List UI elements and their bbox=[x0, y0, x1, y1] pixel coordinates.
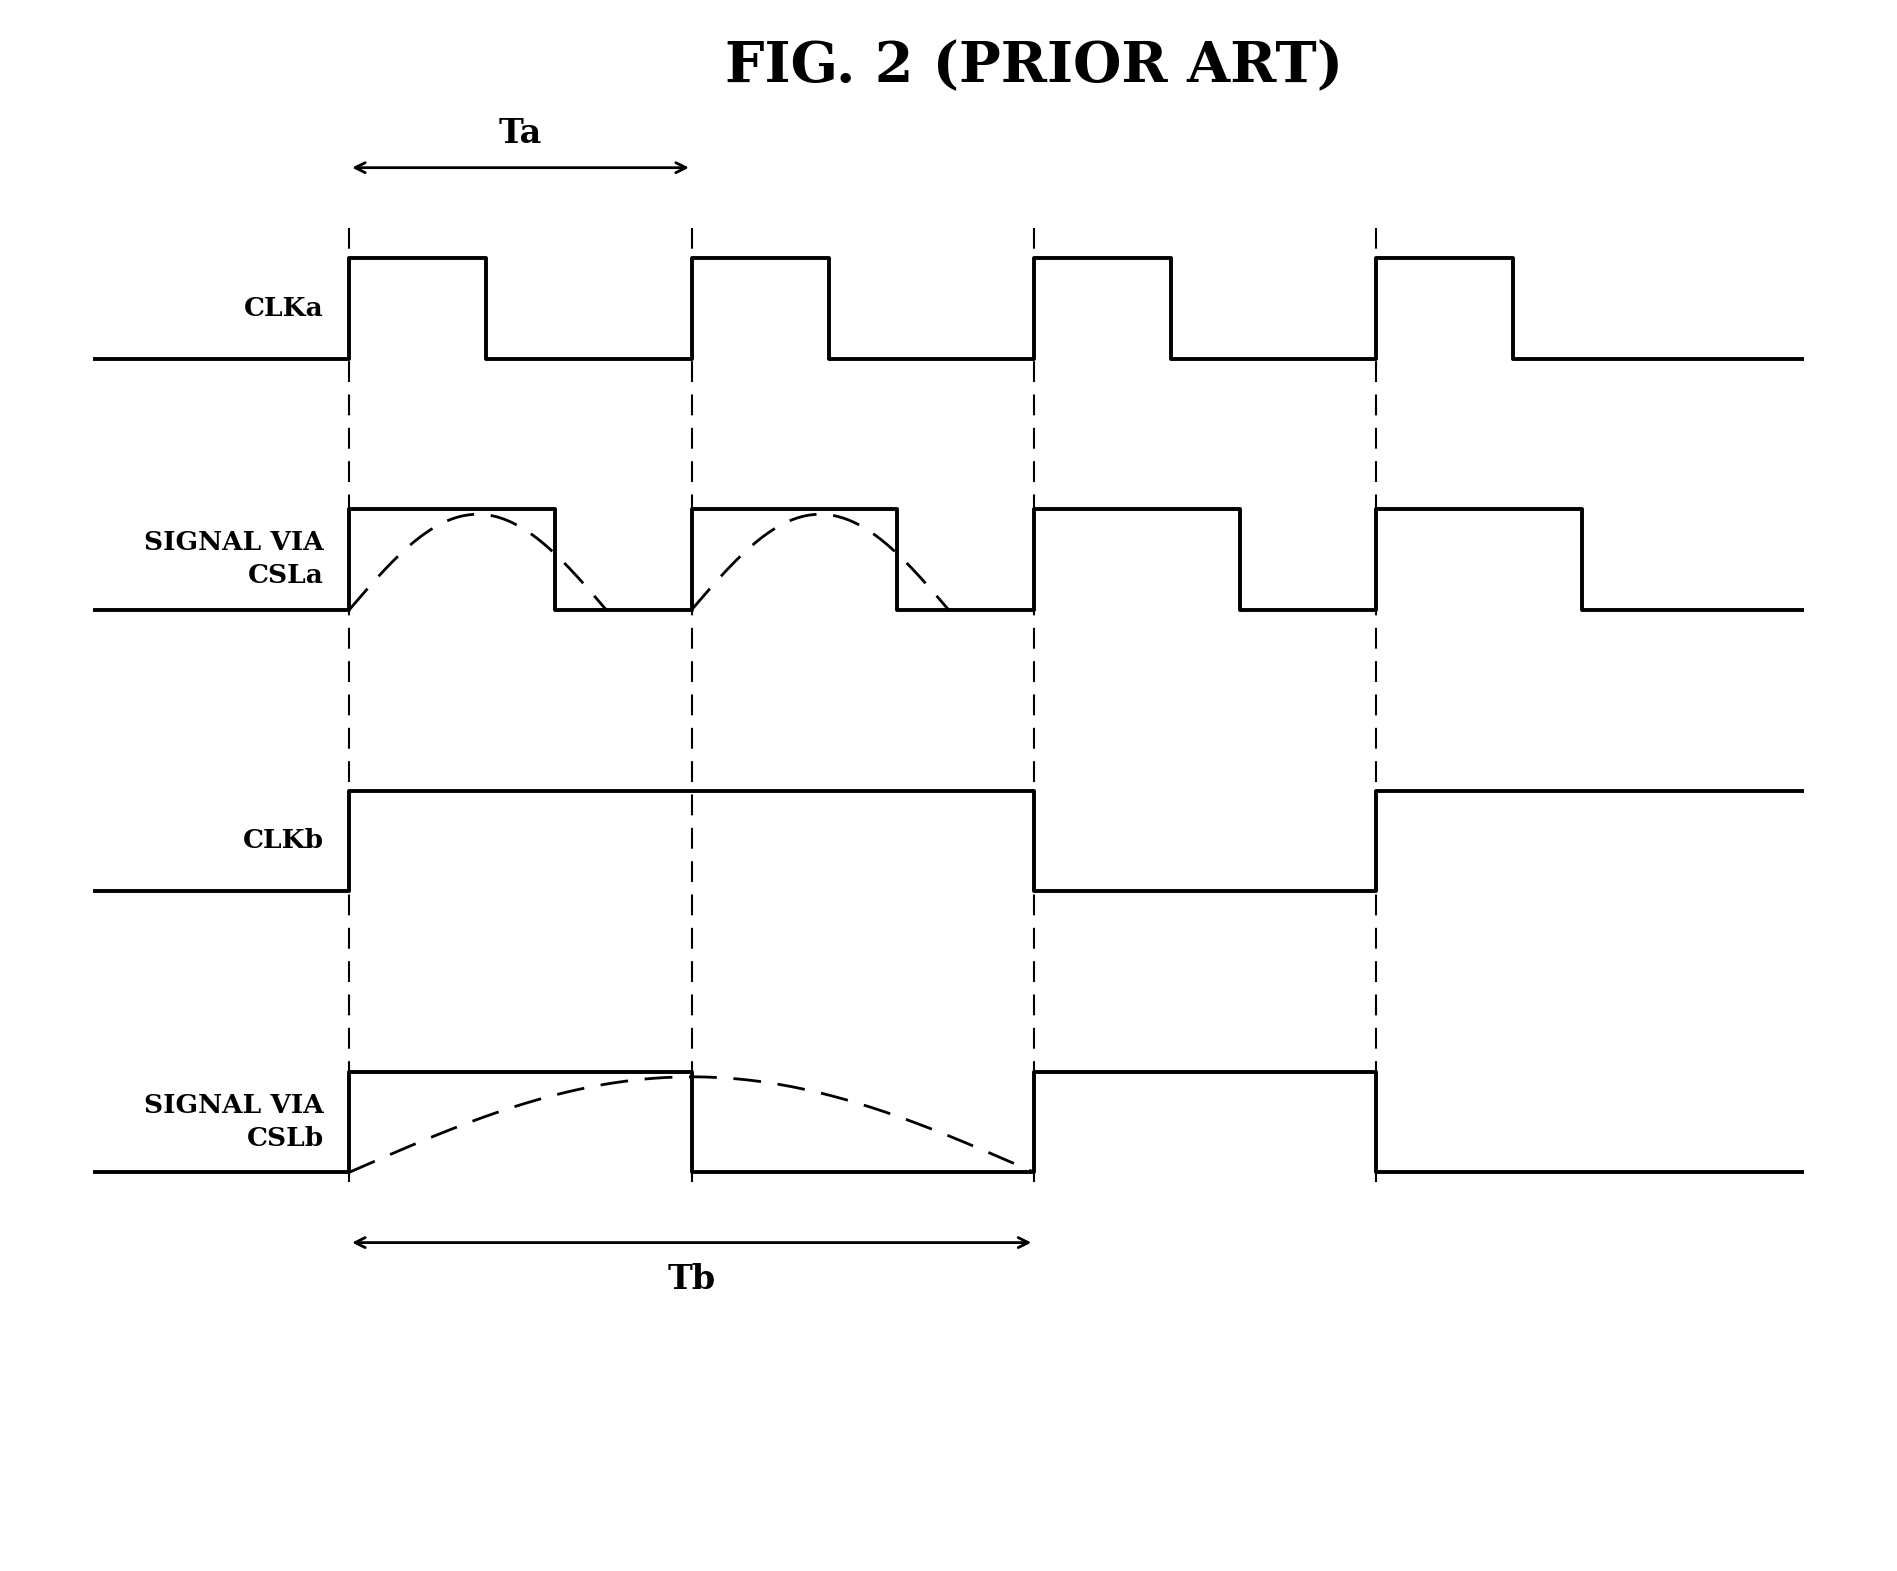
Text: FIG. 2 (PRIOR ART): FIG. 2 (PRIOR ART) bbox=[725, 39, 1343, 94]
Text: SIGNAL VIA
CSLb: SIGNAL VIA CSLb bbox=[144, 1093, 324, 1152]
Text: SIGNAL VIA
CSLa: SIGNAL VIA CSLa bbox=[144, 531, 324, 589]
Text: Ta: Ta bbox=[499, 116, 543, 149]
Text: Tb: Tb bbox=[668, 1263, 715, 1296]
Text: CLKb: CLKb bbox=[243, 828, 324, 853]
Text: CLKa: CLKa bbox=[245, 295, 324, 320]
